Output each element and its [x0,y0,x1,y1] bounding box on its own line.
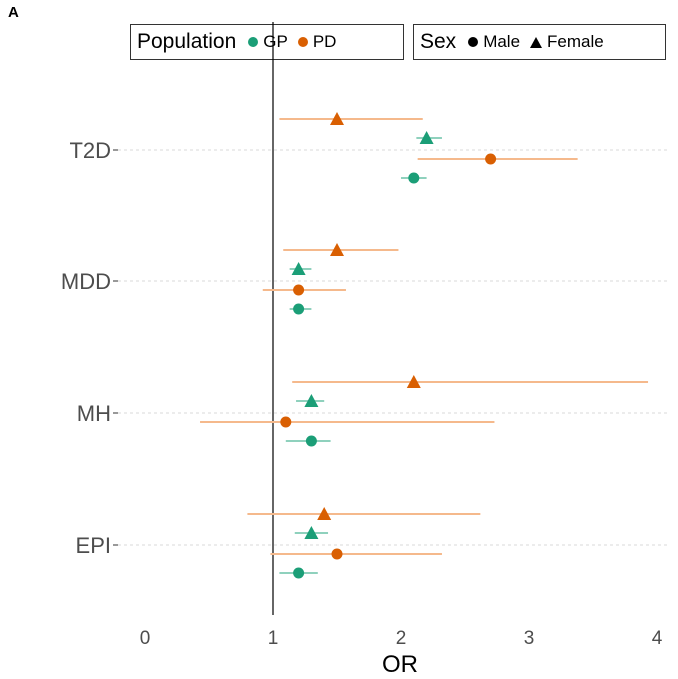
point-gp-female-mdd [291,262,306,275]
point-pd-male-epi [331,548,343,560]
legend-label-pd: PD [312,32,337,51]
legend-item-female: Female [530,32,604,52]
point-gp-male-mdd [293,303,305,315]
point-gp-female-t2d [419,131,434,144]
legend-item-male: Male [468,32,520,52]
legend-label-female: Female [547,32,604,51]
gp-circle-icon [248,37,259,47]
legend-label-gp: GP [263,32,288,51]
panel-label: A [8,4,19,21]
y-tick-label-mh: MH [77,401,111,426]
point-pd-male-t2d [485,153,497,165]
point-pd-female-t2d [330,112,344,125]
sex-legend-title: Sex [420,30,457,53]
x-tick-label-4: 4 [652,628,663,649]
point-gp-male-epi [293,567,305,579]
x-tick-label-0: 0 [140,628,151,649]
population-legend-title: Population [137,30,237,53]
point-pd-female-epi [317,507,332,520]
legend-item-pd: PD [297,32,337,52]
x-tick-label-3: 3 [524,628,535,649]
sex-legend: Sex Male Female [413,24,666,60]
point-gp-male-t2d [408,172,420,184]
y-tick-label-epi: EPI [76,533,111,558]
point-pd-female-mdd [330,243,344,256]
y-tick-label-t2d: T2D [69,138,111,163]
point-pd-male-mh [280,416,292,428]
legend-label-male: Male [483,32,521,51]
circle-icon [468,37,479,47]
triangle-icon [530,36,543,48]
point-gp-female-mh [304,394,319,407]
pd-circle-icon [297,37,308,47]
point-gp-female-epi [304,526,319,539]
point-gp-male-mh [305,435,317,447]
x-axis-title: OR [382,651,418,678]
point-pd-male-mdd [293,284,305,296]
x-tick-label-2: 2 [396,628,407,649]
x-tick-label-1: 1 [268,628,279,649]
legend-item-gp: GP [248,32,288,52]
point-pd-female-mh [406,375,421,388]
population-legend: Population GP PD [130,24,404,60]
y-tick-label-mdd: MDD [61,269,111,294]
